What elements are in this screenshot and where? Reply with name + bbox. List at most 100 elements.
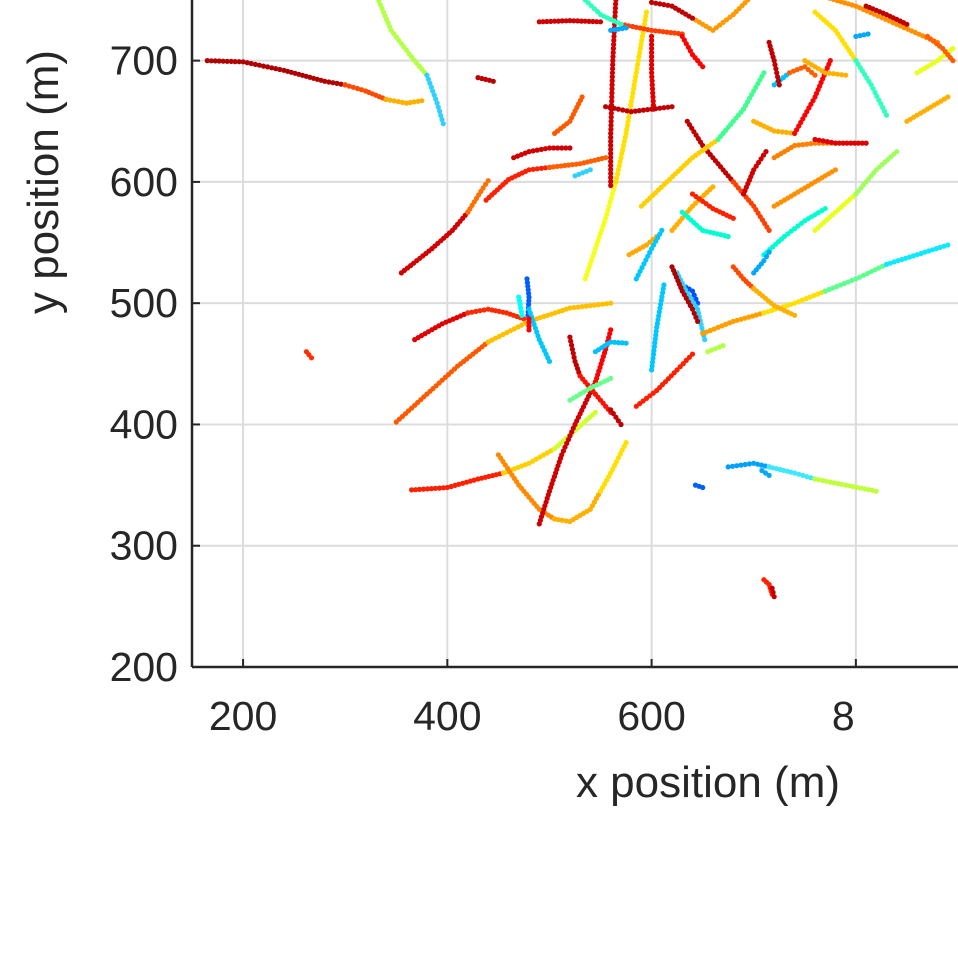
track-point — [490, 78, 496, 84]
axes: 200 400 600 8 200 300 400 500 600 700 — [110, 0, 958, 739]
track-point — [232, 59, 238, 65]
track-point — [659, 227, 665, 233]
track-point — [665, 104, 671, 110]
track-point — [653, 332, 659, 338]
track-point — [224, 58, 230, 64]
track-point — [796, 142, 802, 148]
track-point — [725, 464, 731, 470]
track-point — [656, 28, 662, 34]
track-point — [612, 5, 619, 11]
track-point — [433, 96, 439, 102]
track-point — [342, 82, 348, 88]
track-point — [792, 470, 798, 476]
track-point — [633, 70, 639, 76]
track-point — [618, 21, 624, 27]
trajectory-track — [761, 288, 828, 316]
track-point — [236, 59, 242, 65]
track-point — [606, 335, 612, 341]
track-point — [435, 104, 441, 110]
track-point — [620, 142, 627, 149]
track-point — [860, 272, 867, 278]
track-point — [576, 171, 582, 177]
track-point — [691, 292, 697, 298]
track-point — [603, 155, 609, 161]
track-point — [440, 485, 446, 491]
trajectory-track — [383, 96, 425, 106]
track-point — [559, 517, 565, 523]
trajectory-track — [597, 440, 629, 494]
track-point — [208, 58, 214, 64]
track-point — [834, 71, 841, 77]
track-point — [428, 84, 434, 90]
track-point — [661, 2, 667, 8]
track-point — [763, 149, 769, 155]
track-point — [635, 58, 641, 64]
track-point — [695, 318, 701, 324]
track-point — [471, 477, 477, 483]
track-point — [228, 58, 234, 64]
track-point — [775, 74, 781, 80]
trajectory-track — [802, 58, 849, 78]
trajectory-track — [769, 585, 777, 600]
track-point — [863, 140, 869, 146]
track-point — [608, 138, 614, 144]
track-point — [609, 86, 615, 92]
track-point — [649, 33, 655, 40]
track-point — [608, 122, 614, 128]
track-point — [766, 249, 772, 255]
track-point — [608, 195, 614, 201]
trajectory-track — [638, 136, 721, 209]
trajectory-track — [883, 242, 951, 267]
trajectory-track — [679, 33, 706, 70]
track-point — [559, 145, 565, 151]
trajectory-track — [730, 179, 772, 233]
track-point — [787, 130, 794, 136]
track-point — [437, 108, 443, 114]
track-point — [571, 354, 577, 360]
track-point — [611, 105, 617, 111]
track-point — [590, 18, 596, 25]
trajectory-track — [592, 339, 629, 355]
track-point — [597, 19, 604, 25]
track-point — [656, 313, 662, 319]
track-point — [425, 76, 431, 82]
trajectory-track — [409, 470, 507, 493]
track-point — [619, 340, 625, 346]
track-point — [613, 179, 619, 185]
track-point — [649, 0, 655, 5]
trajectory-track — [204, 58, 348, 88]
track-point — [766, 472, 772, 478]
track-point — [625, 118, 631, 124]
track-point — [618, 155, 624, 161]
track-point — [607, 104, 613, 111]
track-point — [624, 108, 630, 114]
track-point — [534, 166, 540, 172]
track-point — [629, 94, 635, 100]
track-point — [626, 114, 632, 120]
track-point — [840, 140, 846, 146]
track-point — [526, 327, 532, 333]
track-point — [686, 354, 693, 360]
track-point — [619, 151, 625, 157]
track-point — [784, 303, 790, 309]
track-point — [569, 346, 576, 352]
track-point — [582, 18, 588, 24]
track-point — [456, 481, 462, 487]
track-point — [615, 171, 621, 177]
track-point — [608, 118, 614, 124]
trajectory-track — [567, 375, 614, 403]
trajectory-track — [751, 286, 798, 318]
trajectory-track — [812, 476, 879, 494]
track-point — [546, 358, 553, 364]
track-point — [649, 50, 655, 56]
track-point — [613, 1, 619, 7]
trajectory-track — [485, 300, 614, 345]
track-point — [763, 253, 770, 260]
y-tick-label: 400 — [110, 401, 178, 447]
trajectory-track — [863, 3, 910, 27]
track-point — [649, 58, 655, 64]
trajectory-track — [303, 349, 315, 361]
track-point — [926, 248, 932, 254]
track-point — [608, 130, 614, 136]
